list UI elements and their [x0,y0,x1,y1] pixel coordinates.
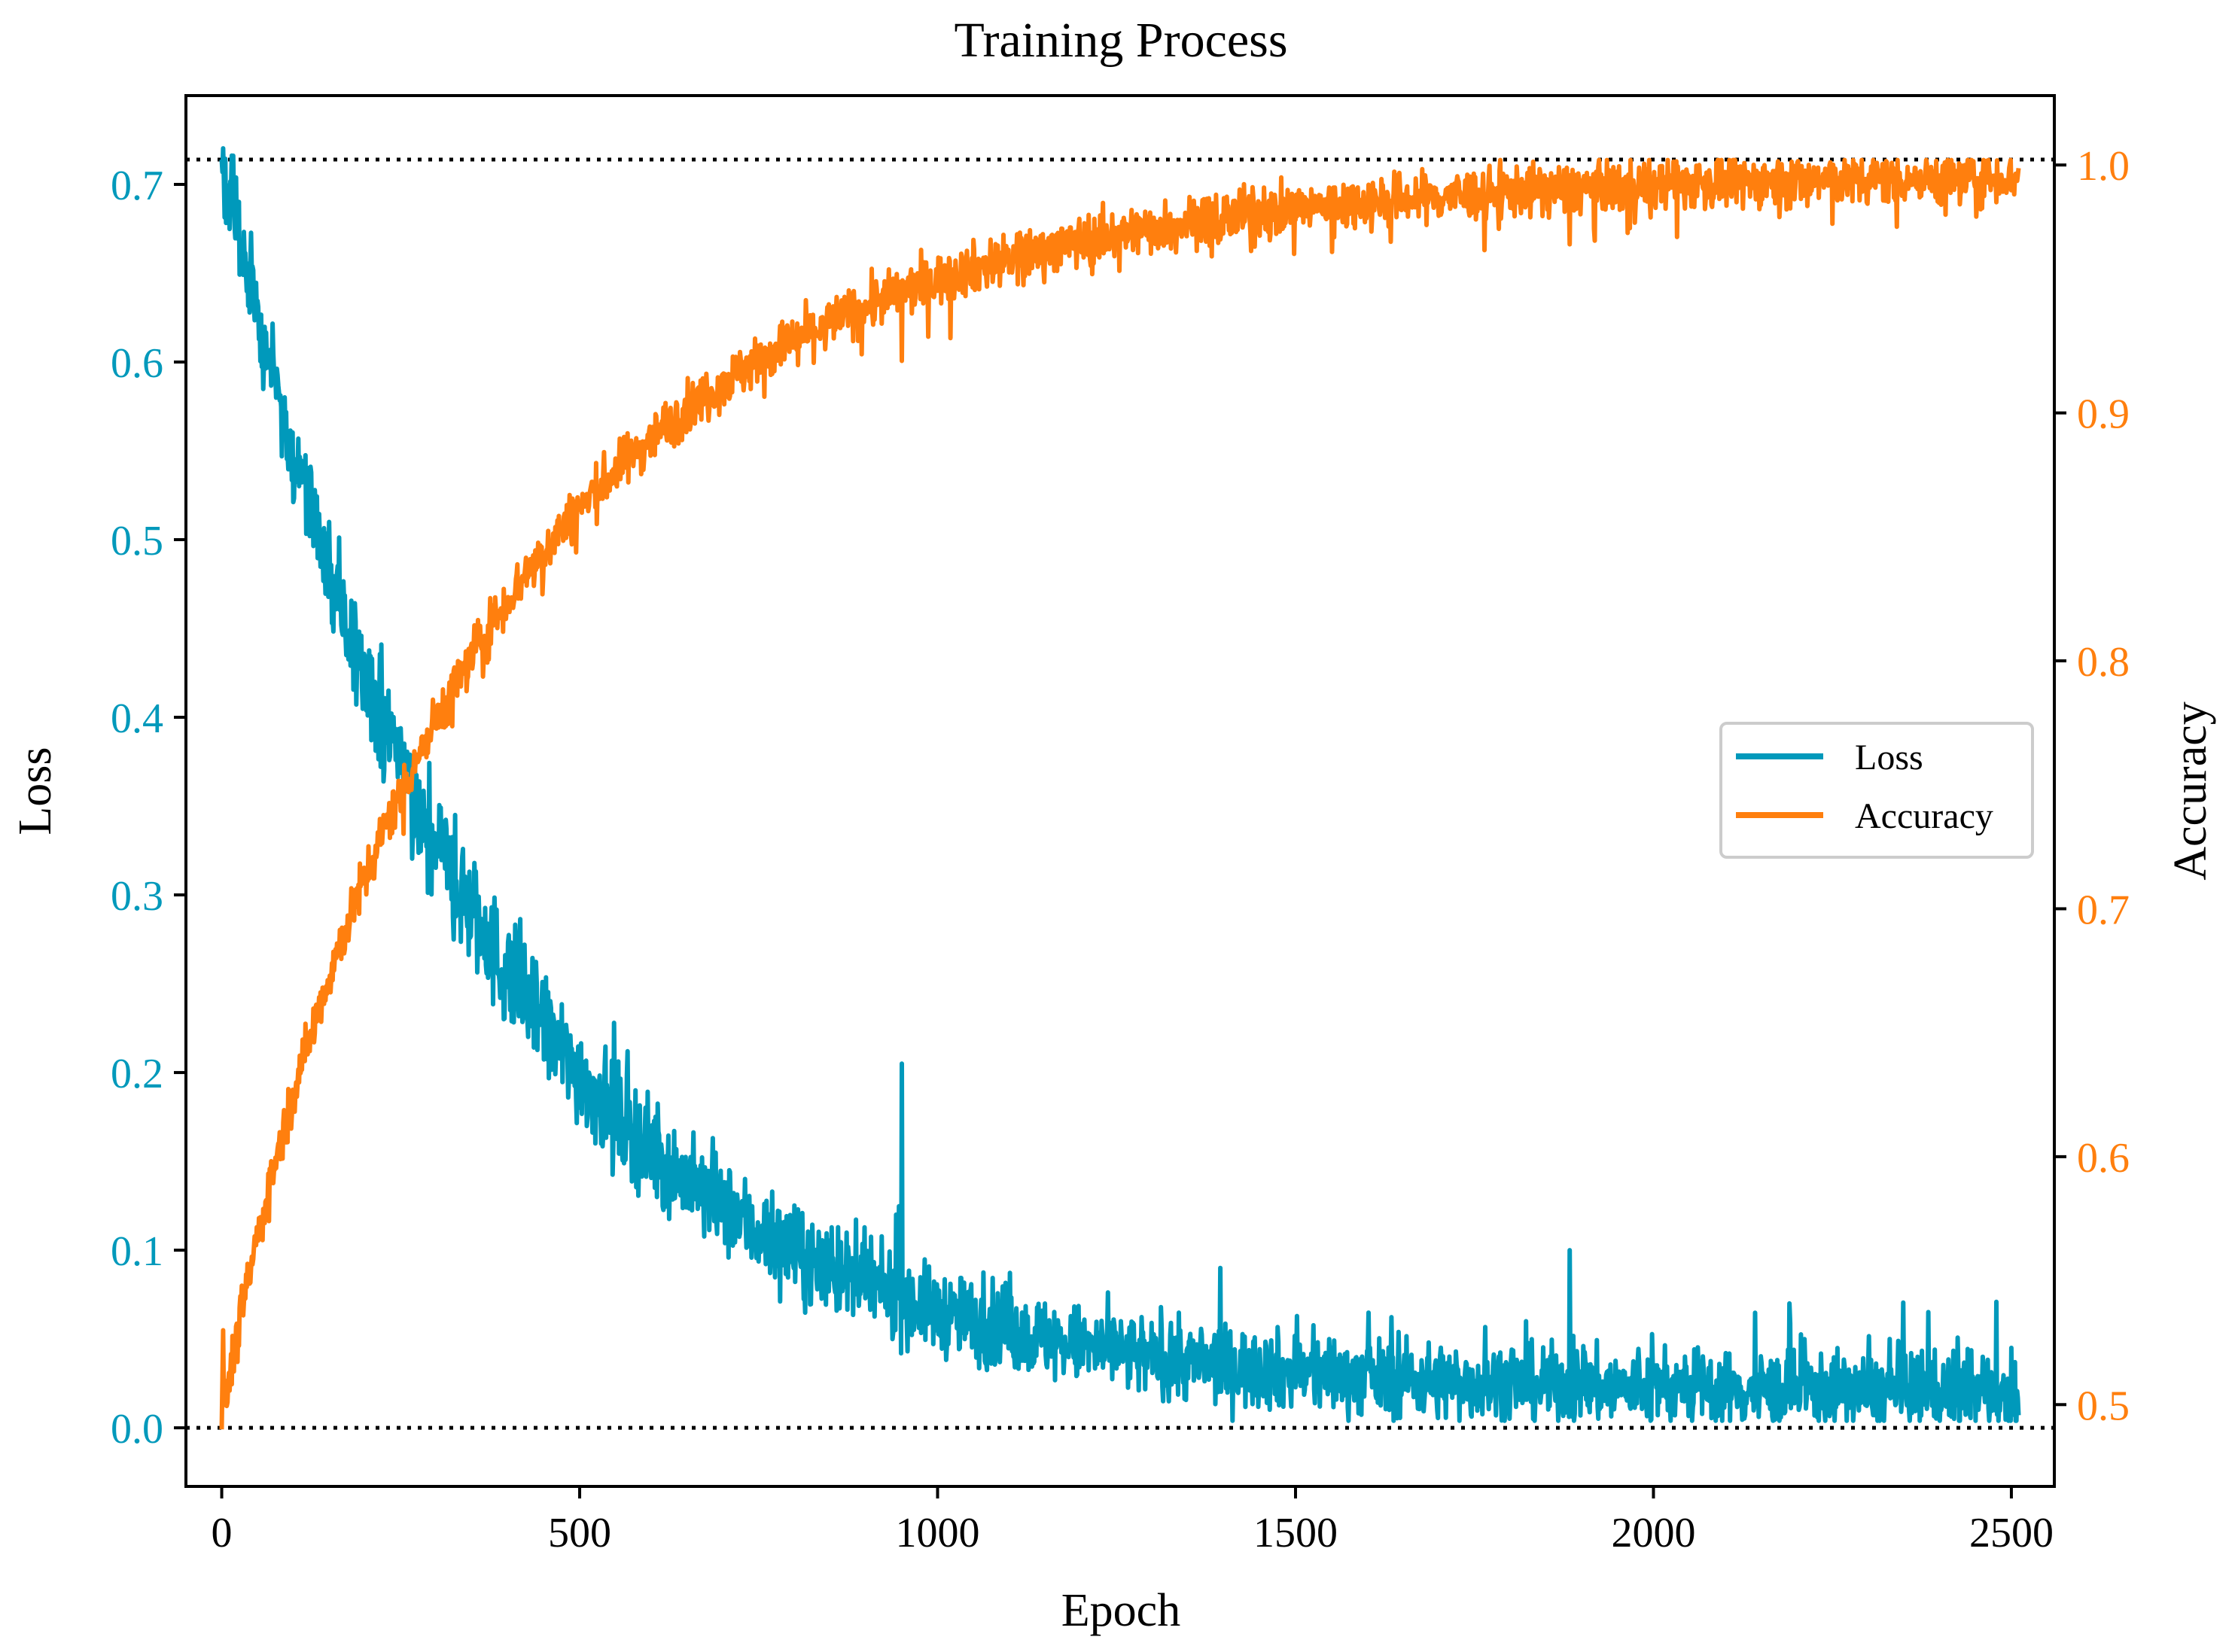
x-axis-label: Epoch [1061,1585,1180,1636]
loss-axis-ticks: 0.0 0.1 0.2 0.3 0.4 0.5 0.6 0.7 [111,163,186,1453]
loss-series-line [219,146,2021,1423]
accuracy-tick-label: 0.6 [2077,1135,2130,1182]
x-axis-ticks: 0 500 1000 1500 2000 2500 [212,1486,2054,1556]
loss-tick-label: 0.1 [111,1228,163,1275]
plot-area [184,94,2056,1488]
accuracy-tick-label: 0.9 [2077,391,2130,438]
x-tick-label: 500 [548,1510,611,1556]
x-tick-label: 1500 [1253,1510,1338,1556]
loss-tick-label: 0.0 [111,1406,163,1453]
accuracy-axis-label: Accuracy [2165,701,2216,881]
accuracy-tick-label: 0.8 [2077,639,2130,686]
accuracy-tick-label: 0.7 [2077,887,2130,933]
x-tick-label: 1000 [896,1510,980,1556]
chart-title: Training Process [954,13,1287,68]
accuracy-tick-label: 1.0 [2077,143,2130,190]
legend-label-loss: Loss [1855,738,1923,777]
x-tick-label: 0 [212,1510,233,1556]
accuracy-axis-ticks: 0.5 0.6 0.7 0.8 0.9 1.0 [2054,143,2130,1429]
x-tick-label: 2500 [1969,1510,2054,1556]
chart-legend: Loss Accuracy [1719,722,2034,859]
loss-tick-label: 0.2 [111,1051,163,1097]
loss-tick-label: 0.6 [111,340,163,387]
accuracy-series-line [219,157,2021,1430]
loss-tick-label: 0.3 [111,873,163,920]
accuracy-tick-label: 0.5 [2077,1383,2130,1429]
legend-label-accuracy: Accuracy [1855,796,1993,836]
loss-axis-label: Loss [10,747,61,835]
loss-tick-label: 0.5 [111,518,163,564]
loss-tick-label: 0.4 [111,695,163,742]
plot-frame [184,94,2056,1488]
x-tick-label: 2000 [1611,1510,1695,1556]
loss-tick-label: 0.7 [111,163,163,209]
